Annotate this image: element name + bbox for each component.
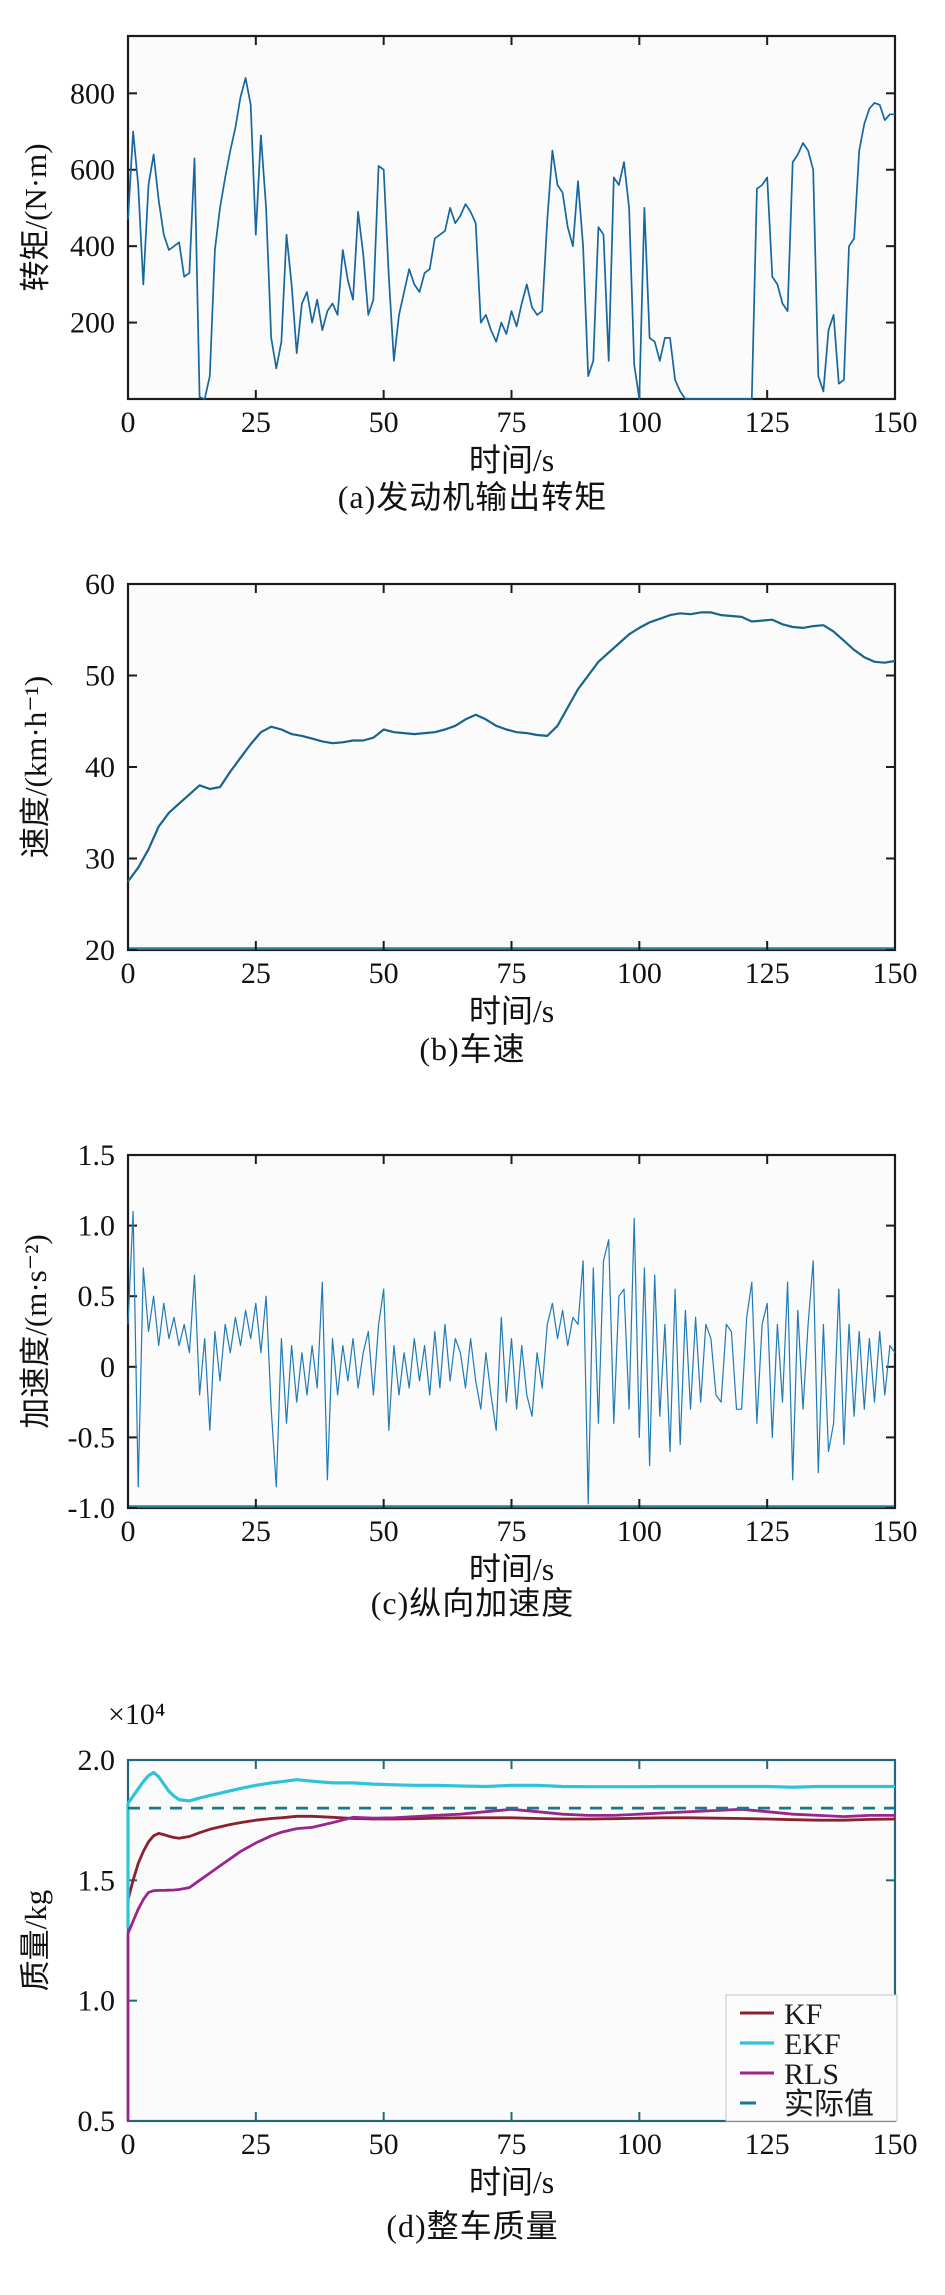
y-tick-label: 200 — [70, 307, 115, 340]
plot-frame — [126, 1153, 897, 1510]
y-tick-label: -1.0 — [68, 1492, 116, 1525]
chart-d-vehicle-mass-svg: 0 25 50 75 100 125 150 0.5 1.0 1.5 2.0 质量/kg 时间/s ×10… — [18, 1698, 918, 2200]
y-tick-label: 20 — [85, 934, 115, 967]
y-axis-label: 转矩/(N·m) — [18, 143, 53, 291]
y-axis-label: 速度/(km·h⁻¹) — [18, 676, 53, 858]
legend-label-EKF: EKF — [784, 2028, 841, 2061]
figure-b-vehicle-speed: 0 25 50 75 100 125 150 20 30 40 50 60 速度/(km·h⁻¹) 时间/… — [0, 558, 945, 1070]
y-tick-label: 0.5 — [78, 2105, 116, 2138]
x-tick-label: 125 — [745, 957, 790, 990]
x-tick-label: 150 — [873, 1515, 918, 1548]
x-tick-label: 100 — [617, 406, 662, 439]
y-tick-label: 400 — [70, 230, 115, 263]
legend-box — [725, 1994, 898, 2122]
chart-b-vehicle-speed-svg: 0 25 50 75 100 125 150 20 30 40 50 60 速度/(km·h⁻¹) 时间/… — [18, 568, 918, 1028]
x-tick-label: 75 — [497, 957, 527, 990]
caption-d: (d)整车质量 — [386, 2208, 559, 2244]
x-tick-label: 125 — [745, 406, 790, 439]
x-tick-label: 50 — [369, 1515, 399, 1548]
x-tick-label: 25 — [241, 406, 271, 439]
legend-label-KF: KF — [784, 1998, 822, 2031]
x-tick-label: 75 — [497, 406, 527, 439]
x-tick-label: 0 — [121, 406, 136, 439]
legend-label-实际值: 实际值 — [784, 2088, 874, 2121]
y-tick-label: 0 — [100, 1351, 115, 1384]
x-axis-label: 时间/s — [469, 442, 554, 476]
x-tick-label: 75 — [497, 1515, 527, 1548]
figure-panel: 0 25 50 75 100 125 150 200 400 600 800 转矩/(N·m) 时间/s… — [0, 6, 945, 2247]
y-tick-label: 30 — [85, 843, 115, 876]
series-车速 — [127, 611, 896, 883]
figure-c-longitudinal-acceleration: 0 25 50 75 100 125 150 -1.0 -0.5 0 0.5 1.0 1.5 加速度/(m… — [0, 1110, 945, 1624]
series-KF — [126, 1814, 896, 1900]
x-tick-label: 25 — [241, 957, 271, 990]
x-tick-label: 125 — [745, 2128, 790, 2161]
y-tick-label: 0.5 — [78, 1280, 116, 1313]
series-RLS — [126, 1807, 895, 2121]
x-tick-label: 25 — [241, 1515, 271, 1548]
series-EKF — [126, 1770, 895, 1929]
x-tick-label: 150 — [873, 2128, 918, 2161]
y-axis-label: 加速度/(m·s⁻²) — [18, 1234, 53, 1428]
y-tick-label: 600 — [70, 154, 115, 187]
legend-label-RLS: RLS — [784, 2058, 839, 2091]
x-tick-label: 100 — [617, 957, 662, 990]
x-axis-label: 时间/s — [469, 2164, 554, 2200]
y-tick-label: 40 — [85, 751, 115, 784]
series-转矩 — [127, 77, 895, 400]
x-tick-label: 100 — [617, 2128, 662, 2161]
x-tick-label: 25 — [241, 2128, 271, 2161]
figure-d-vehicle-mass: 0 25 50 75 100 125 150 0.5 1.0 1.5 2.0 质量/kg 时间/s ×10… — [0, 1660, 945, 2247]
y-tick-label: 800 — [70, 77, 115, 110]
x-tick-label: 50 — [369, 406, 399, 439]
chart-a-engine-torque-svg: 0 25 50 75 100 125 150 200 400 600 800 转矩/(N·m) 时间/s — [18, 34, 918, 476]
caption-a: (a)发动机输出转矩 — [337, 479, 608, 515]
y-tick-label: -0.5 — [68, 1421, 116, 1454]
x-tick-label: 0 — [121, 1515, 136, 1548]
series-加速度 — [127, 1210, 896, 1505]
x-tick-label: 100 — [617, 1515, 662, 1548]
chart-c-longitudinal-acceleration-svg: 0 25 50 75 100 125 150 -1.0 -0.5 0 0.5 1.0 1.5 加速度/(m… — [18, 1139, 918, 1582]
caption-b: (b)车速 — [419, 1031, 526, 1067]
x-tick-label: 150 — [873, 957, 918, 990]
x-tick-label: 75 — [497, 2128, 527, 2161]
x-axis-label: 时间/s — [469, 1551, 554, 1582]
axis-offset-text: ×10⁴ — [108, 1698, 165, 1731]
x-tick-label: 150 — [873, 406, 918, 439]
y-tick-label: 60 — [85, 568, 115, 601]
y-axis-label: 质量/kg — [18, 1890, 53, 1992]
x-tick-label: 0 — [121, 957, 136, 990]
y-tick-label: 1.5 — [78, 1139, 116, 1172]
y-tick-label: 1.0 — [78, 1985, 116, 2018]
x-axis-label: 时间/s — [469, 993, 554, 1028]
y-tick-label: 2.0 — [78, 1744, 116, 1777]
y-tick-label: 50 — [85, 660, 115, 693]
x-tick-label: 125 — [745, 1515, 790, 1548]
figure-a-engine-torque: 0 25 50 75 100 125 150 200 400 600 800 转矩/(N·m) 时间/s… — [0, 6, 945, 518]
caption-c: (c)纵向加速度 — [370, 1585, 575, 1621]
y-tick-label: 1.5 — [78, 1864, 116, 1897]
x-tick-label: 0 — [121, 2128, 136, 2161]
plot-frame — [126, 582, 897, 952]
y-tick-label: 1.0 — [78, 1210, 116, 1243]
x-tick-label: 50 — [369, 957, 399, 990]
x-tick-label: 50 — [369, 2128, 399, 2161]
